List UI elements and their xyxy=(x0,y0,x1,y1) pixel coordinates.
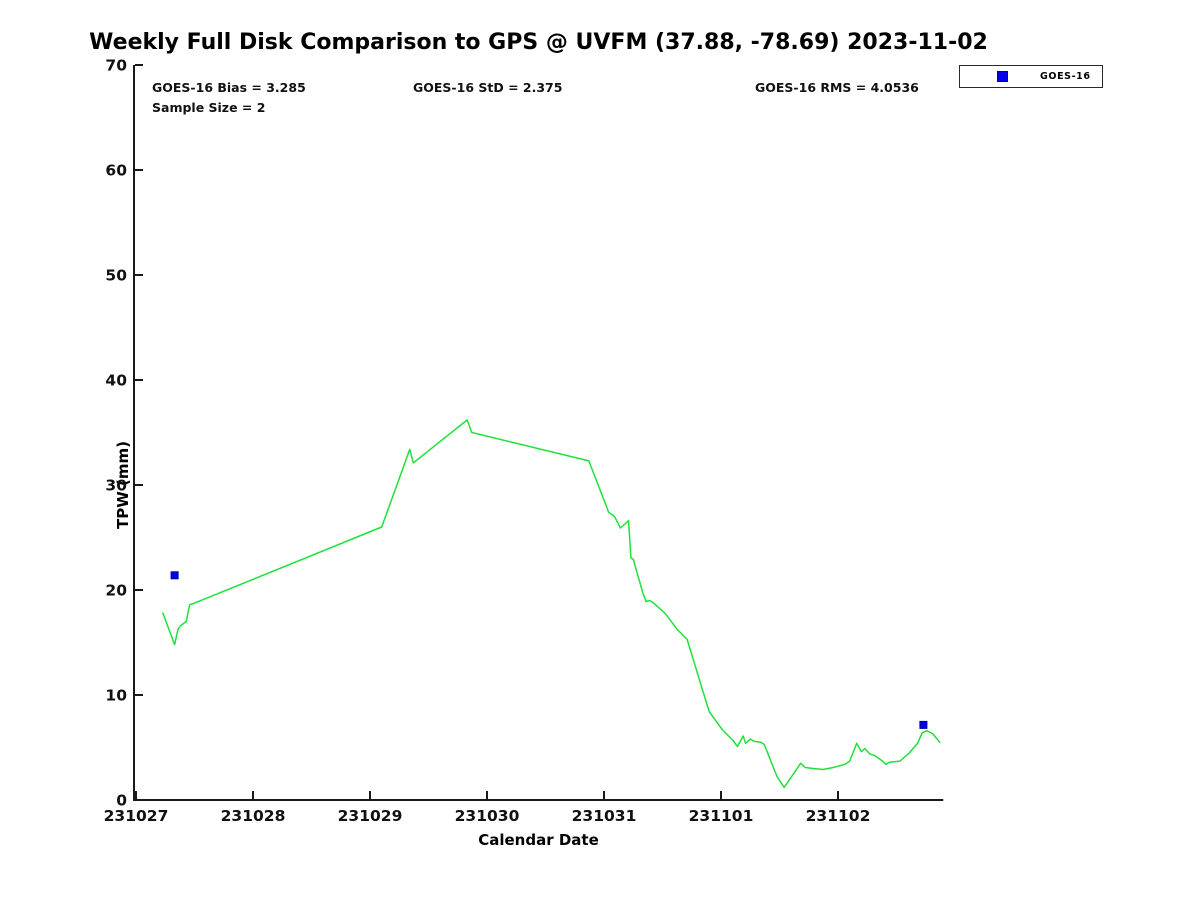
x-tick-label: 231030 xyxy=(455,807,520,825)
x-axis-label: Calendar Date xyxy=(478,831,599,849)
gps-tpw-line xyxy=(162,419,941,789)
y-tick-label: 40 xyxy=(105,372,127,390)
stat-rms: GOES-16 RMS = 4.0536 xyxy=(755,80,919,95)
stat-bias: GOES-16 Bias = 3.285 xyxy=(152,80,306,95)
goes16-data-point xyxy=(919,720,928,729)
x-tick-label: 231031 xyxy=(572,807,637,825)
y-tick-label: 0 xyxy=(116,792,127,810)
y-tick-label: 10 xyxy=(105,687,127,705)
x-tick-label: 231029 xyxy=(338,807,403,825)
legend-label: GOES-16 xyxy=(1040,71,1091,82)
x-tick-label: 231028 xyxy=(221,807,286,825)
stat-sample-size: Sample Size = 2 xyxy=(152,100,266,115)
x-tick-label: 231101 xyxy=(689,807,754,825)
stat-std: GOES-16 StD = 2.375 xyxy=(413,80,563,95)
x-tick-label: 231027 xyxy=(104,807,169,825)
y-tick-label: 60 xyxy=(105,162,127,180)
legend-square-marker-icon xyxy=(997,71,1008,82)
legend: GOES-16 xyxy=(959,65,1103,88)
y-tick-label: 50 xyxy=(105,267,127,285)
y-tick-label: 30 xyxy=(105,477,127,495)
chart-title: Weekly Full Disk Comparison to GPS @ UVF… xyxy=(89,30,988,55)
y-tick-label: 70 xyxy=(105,57,127,75)
y-tick-label: 20 xyxy=(105,582,127,600)
x-tick-label: 231102 xyxy=(806,807,871,825)
goes16-data-point xyxy=(170,571,179,580)
